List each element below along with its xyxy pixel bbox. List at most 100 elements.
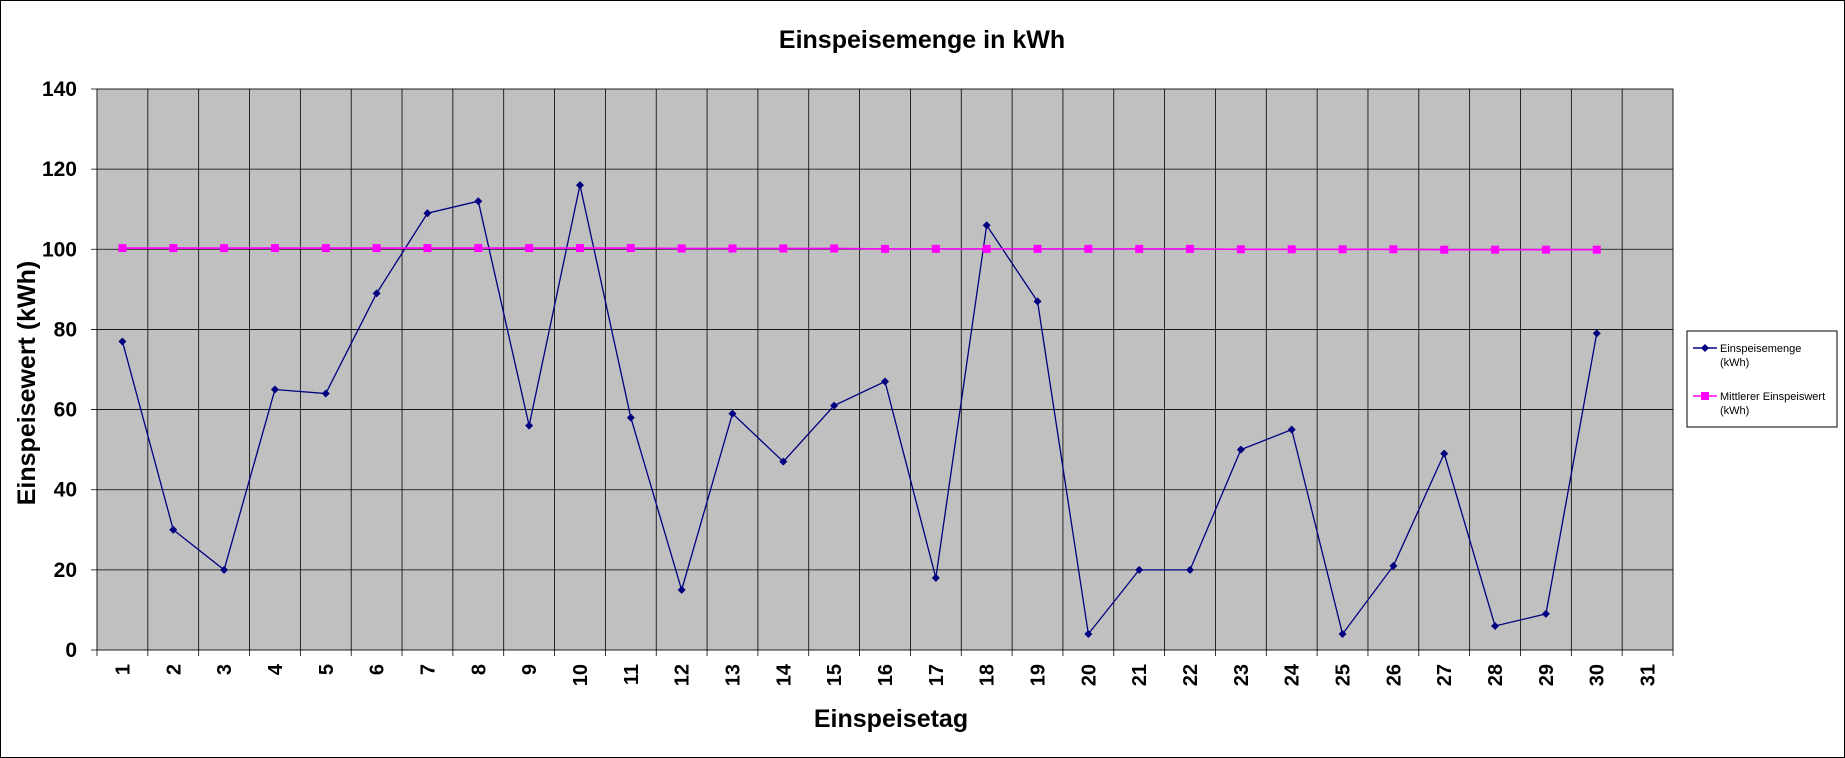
data-point bbox=[830, 401, 839, 410]
data-point bbox=[372, 289, 381, 298]
plot-area bbox=[96, 88, 1674, 651]
x-tick-label: 15 bbox=[824, 664, 846, 686]
data-point bbox=[474, 244, 483, 253]
legend-item-1: Einspeisemenge (kWh) bbox=[1693, 343, 1801, 369]
data-point bbox=[1491, 621, 1500, 630]
x-tick-label: 28 bbox=[1485, 664, 1507, 686]
x-tick-label: 2 bbox=[163, 664, 185, 675]
data-point bbox=[1541, 245, 1550, 254]
data-point bbox=[1338, 245, 1347, 254]
data-point bbox=[1236, 245, 1245, 254]
x-tick-label: 26 bbox=[1383, 664, 1405, 686]
x-tick-label: 3 bbox=[214, 664, 236, 675]
data-point bbox=[1389, 561, 1398, 570]
data-point bbox=[270, 244, 279, 253]
series-group bbox=[118, 181, 1601, 638]
x-tick-label: 5 bbox=[316, 664, 338, 675]
plot-background bbox=[96, 88, 1674, 651]
data-point bbox=[118, 337, 127, 346]
data-point bbox=[575, 181, 584, 190]
data-point bbox=[626, 413, 635, 422]
data-point bbox=[169, 525, 178, 534]
data-point bbox=[626, 244, 635, 253]
gridlines bbox=[91, 88, 1674, 656]
x-tick-label: 25 bbox=[1333, 664, 1355, 686]
x-axis: 1 2 3 4 5 6 7 8 9 10 11 12 13 14 15 16 17 18 19 20 21 22 23 24 2… bbox=[112, 663, 1659, 686]
data-point bbox=[728, 244, 737, 253]
data-point bbox=[1287, 245, 1296, 254]
data-point bbox=[169, 244, 178, 253]
legend-label: Einspeisemenge bbox=[1720, 343, 1801, 355]
x-tick-label: 6 bbox=[367, 664, 389, 675]
x-tick-label: 20 bbox=[1078, 664, 1100, 686]
x-tick-label: 10 bbox=[570, 664, 592, 686]
data-point bbox=[118, 244, 127, 253]
data-point bbox=[1592, 329, 1601, 338]
y-tick-label: 100 bbox=[42, 238, 77, 261]
legend-label: Mittlerer Einspeiswert bbox=[1720, 391, 1825, 403]
x-tick-label: 11 bbox=[621, 664, 643, 685]
x-tick-label: 16 bbox=[875, 664, 897, 686]
data-point bbox=[1338, 629, 1347, 638]
data-point bbox=[372, 244, 381, 253]
x-tick-label: 24 bbox=[1282, 663, 1304, 686]
data-point bbox=[982, 244, 991, 253]
y-tick-label: 120 bbox=[42, 158, 77, 181]
data-point bbox=[423, 209, 432, 218]
series-2 bbox=[118, 244, 1601, 254]
y-axis: 0 20 40 60 80 100 120 140 bbox=[42, 78, 77, 662]
x-tick-label: 27 bbox=[1434, 664, 1456, 686]
x-axis-title: Einspeisetag bbox=[814, 705, 968, 733]
data-point bbox=[1186, 565, 1195, 574]
x-tick-label: 13 bbox=[722, 664, 744, 686]
legend-label: (kWh) bbox=[1720, 405, 1749, 417]
data-point bbox=[1491, 245, 1500, 254]
legend-label: (kWh) bbox=[1720, 357, 1749, 369]
x-tick-label: 1 bbox=[112, 664, 134, 675]
x-tick-label: 18 bbox=[977, 664, 999, 686]
y-axis-title: Einspeisewert (kWh) bbox=[13, 261, 41, 506]
data-point bbox=[270, 385, 279, 394]
data-point bbox=[525, 244, 534, 253]
legend-box bbox=[1686, 330, 1838, 428]
data-point bbox=[728, 409, 737, 418]
data-point bbox=[830, 244, 839, 253]
data-point bbox=[1236, 445, 1245, 454]
x-tick-label: 9 bbox=[519, 664, 541, 675]
y-tick-label: 60 bbox=[54, 399, 77, 422]
data-point bbox=[1135, 244, 1144, 253]
data-point bbox=[1084, 244, 1093, 253]
y-tick-label: 20 bbox=[54, 559, 77, 582]
y-tick-label: 40 bbox=[54, 479, 77, 502]
data-point bbox=[525, 421, 534, 430]
data-point bbox=[220, 565, 229, 574]
x-tick-label: 12 bbox=[672, 664, 694, 686]
y-tick-label: 140 bbox=[42, 78, 77, 101]
data-point bbox=[779, 244, 788, 253]
data-point bbox=[474, 197, 483, 206]
data-point bbox=[1592, 245, 1601, 254]
chart-title: Einspeisemenge in kWh bbox=[779, 26, 1065, 54]
x-tick-label: 30 bbox=[1587, 664, 1609, 686]
x-tick-label: 19 bbox=[1028, 664, 1050, 686]
data-point bbox=[1186, 244, 1195, 253]
x-tick-label: 17 bbox=[926, 664, 948, 686]
x-tick-label: 14 bbox=[773, 663, 795, 686]
data-point bbox=[677, 244, 686, 253]
data-point bbox=[1084, 629, 1093, 638]
data-point bbox=[931, 573, 940, 582]
data-point bbox=[423, 244, 432, 253]
data-point bbox=[931, 244, 940, 253]
x-tick-label: 29 bbox=[1536, 664, 1558, 686]
data-point bbox=[575, 244, 584, 253]
series-line bbox=[122, 247, 1597, 251]
data-point bbox=[1033, 244, 1042, 253]
data-point bbox=[1389, 245, 1398, 254]
data-point bbox=[1287, 425, 1296, 434]
legend: Einspeisemenge (kWh) Mittlerer Einspeiswer… bbox=[1686, 330, 1838, 428]
y-tick-label: 0 bbox=[65, 639, 77, 662]
data-point bbox=[321, 244, 330, 253]
x-tick-label: 8 bbox=[468, 664, 490, 675]
